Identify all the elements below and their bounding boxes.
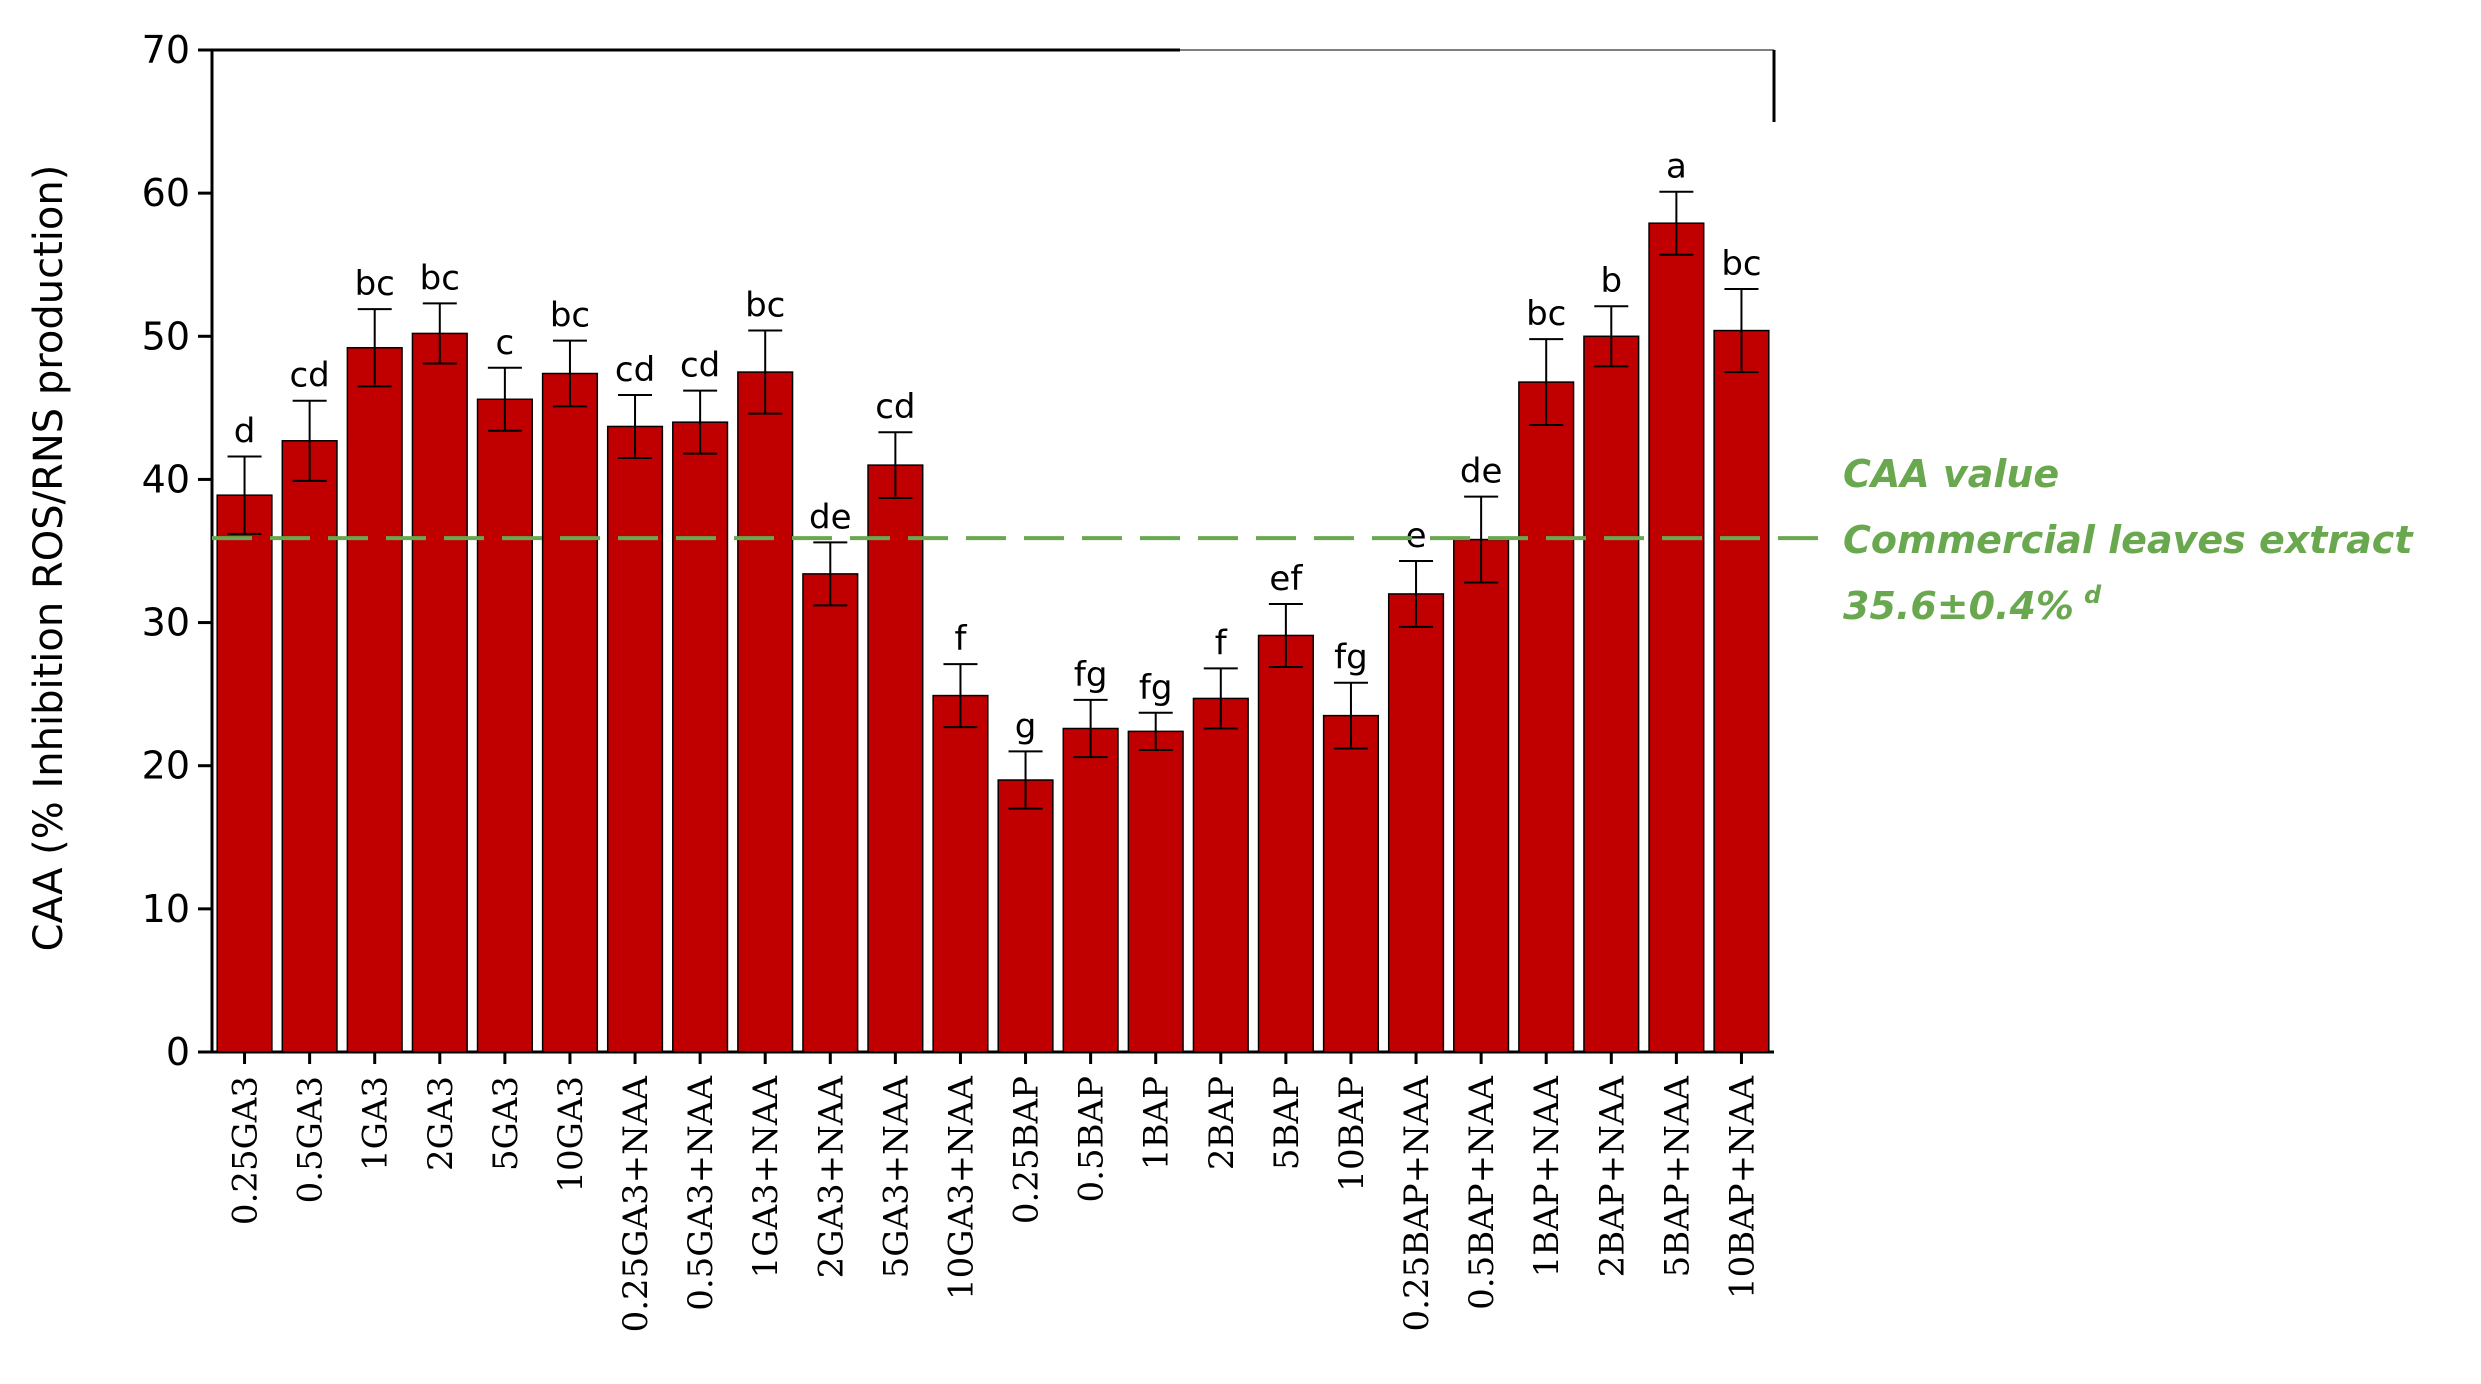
significance-letter: c [496,323,515,363]
x-tick-label: 10BAP [1332,1076,1372,1192]
significance-letter: bc [1721,244,1761,284]
significance-letter: e [1406,516,1427,556]
x-tick-label: 10GA3 [551,1076,591,1193]
significance-letter: a [1666,147,1687,187]
significance-letter: cd [289,356,329,396]
significance-letter: cd [680,346,720,386]
y-tick-label: 60 [142,171,190,215]
x-tick-label: 5BAP+NAA [1657,1076,1697,1278]
y-axis-label: CAA (% Inhibition ROS/RNS production) [26,165,72,952]
significance-letter: b [1600,261,1622,301]
bar [1387,593,1445,1053]
bar [541,372,599,1053]
significance-letter: fg [1139,668,1173,708]
bar [802,573,859,1053]
significance-letter: ef [1269,559,1303,599]
x-tick-label: 1GA3 [356,1076,396,1171]
significance-letter: bc [550,296,590,336]
x-tick-label: 0.25BAP [1007,1076,1047,1224]
x-tick-label: 0.5GA3 [291,1076,331,1203]
bar [1713,329,1770,1053]
y-tick-label: 10 [142,887,190,931]
y-tick-label: 30 [142,601,190,645]
y-axis: 0 10 20 30 40 50 60 70 [142,28,212,1074]
x-tick-label: 5GA3 [486,1076,526,1171]
y-tick-label: 50 [142,314,190,358]
reference-superscript: d [2084,581,2102,609]
bar [1583,335,1640,1053]
significance-letter: f [954,619,967,659]
x-tick-label: 0.5GA3+NAA [681,1076,721,1311]
bar [1322,714,1380,1053]
x-tick-label: 10GA3+NAA [941,1076,981,1300]
significance-letter: fg [1334,638,1368,678]
significance-letter: bc [355,264,395,304]
significance-letter: bc [745,286,785,326]
bar [606,425,664,1053]
bar [1257,634,1314,1053]
reference-label-line2: Commercial leaves extract [1843,518,2414,562]
x-tick-label: 1GA3+NAA [746,1076,786,1279]
x-tick-label: 0.5BAP+NAA [1462,1076,1502,1310]
x-tick-label: 0.25GA3 [226,1076,266,1225]
bar [216,494,273,1053]
bar [476,398,533,1053]
x-tick-label: 1BAP [1137,1076,1177,1170]
significance-letter: g [1015,706,1037,746]
y-tick-label: 40 [142,457,190,501]
reference-label-line3: 35.6±0.4% d [1843,581,2102,628]
significance-letter: fg [1074,655,1108,695]
significance-letter: d [234,412,256,452]
y-tick-label: 20 [142,744,190,788]
bar [411,332,468,1053]
bar [1062,727,1119,1053]
x-tick-label: 2GA3 [421,1076,461,1171]
x-tick-label: 1BAP+NAA [1527,1076,1567,1278]
bar [672,421,729,1053]
significance-letter: cd [875,387,915,427]
x-tick-label: 0.25BAP+NAA [1397,1076,1437,1332]
bar [997,779,1054,1053]
bar [1192,697,1249,1053]
reference-value: 35.6±0.4% [1843,584,2074,628]
significance-letter: cd [615,350,655,390]
bar [1127,730,1184,1053]
significance-letter: de [1460,452,1503,492]
significance-letter: bc [1526,294,1566,334]
significance-letter: f [1215,623,1228,663]
bars [216,222,1770,1053]
reference-label-line1: CAA value [1843,452,2059,496]
bar [281,440,338,1053]
error-bars [227,190,1759,810]
x-tick-label: 10BAP+NAA [1722,1076,1762,1299]
bar [932,694,989,1053]
x-tick-label: 0.5BAP [1072,1076,1112,1203]
significance-letter: de [809,497,852,537]
bar [1518,381,1575,1053]
x-tick-label: 2BAP+NAA [1592,1076,1632,1278]
x-tick-label: 0.25GA3+NAA [616,1076,656,1333]
x-tick-label: 2GA3+NAA [811,1076,851,1279]
bar [737,371,794,1053]
y-tick-label: 0 [166,1030,190,1074]
x-tick-label: 5BAP [1267,1076,1307,1170]
y-tick-label: 70 [142,28,190,72]
bar [1453,538,1510,1053]
plot-frame [210,48,1776,1054]
significance-letter: bc [420,258,460,298]
x-tick-label: 5GA3+NAA [876,1076,916,1279]
x-axis: 0.25GA3 0.5GA3 1GA3 2GA3 5GA3 10GA3 0.25GA3+NA… [226,1052,1762,1333]
bar [867,464,924,1053]
bar [346,346,403,1053]
x-tick-label: 2BAP [1202,1076,1242,1170]
bar [1648,222,1705,1053]
